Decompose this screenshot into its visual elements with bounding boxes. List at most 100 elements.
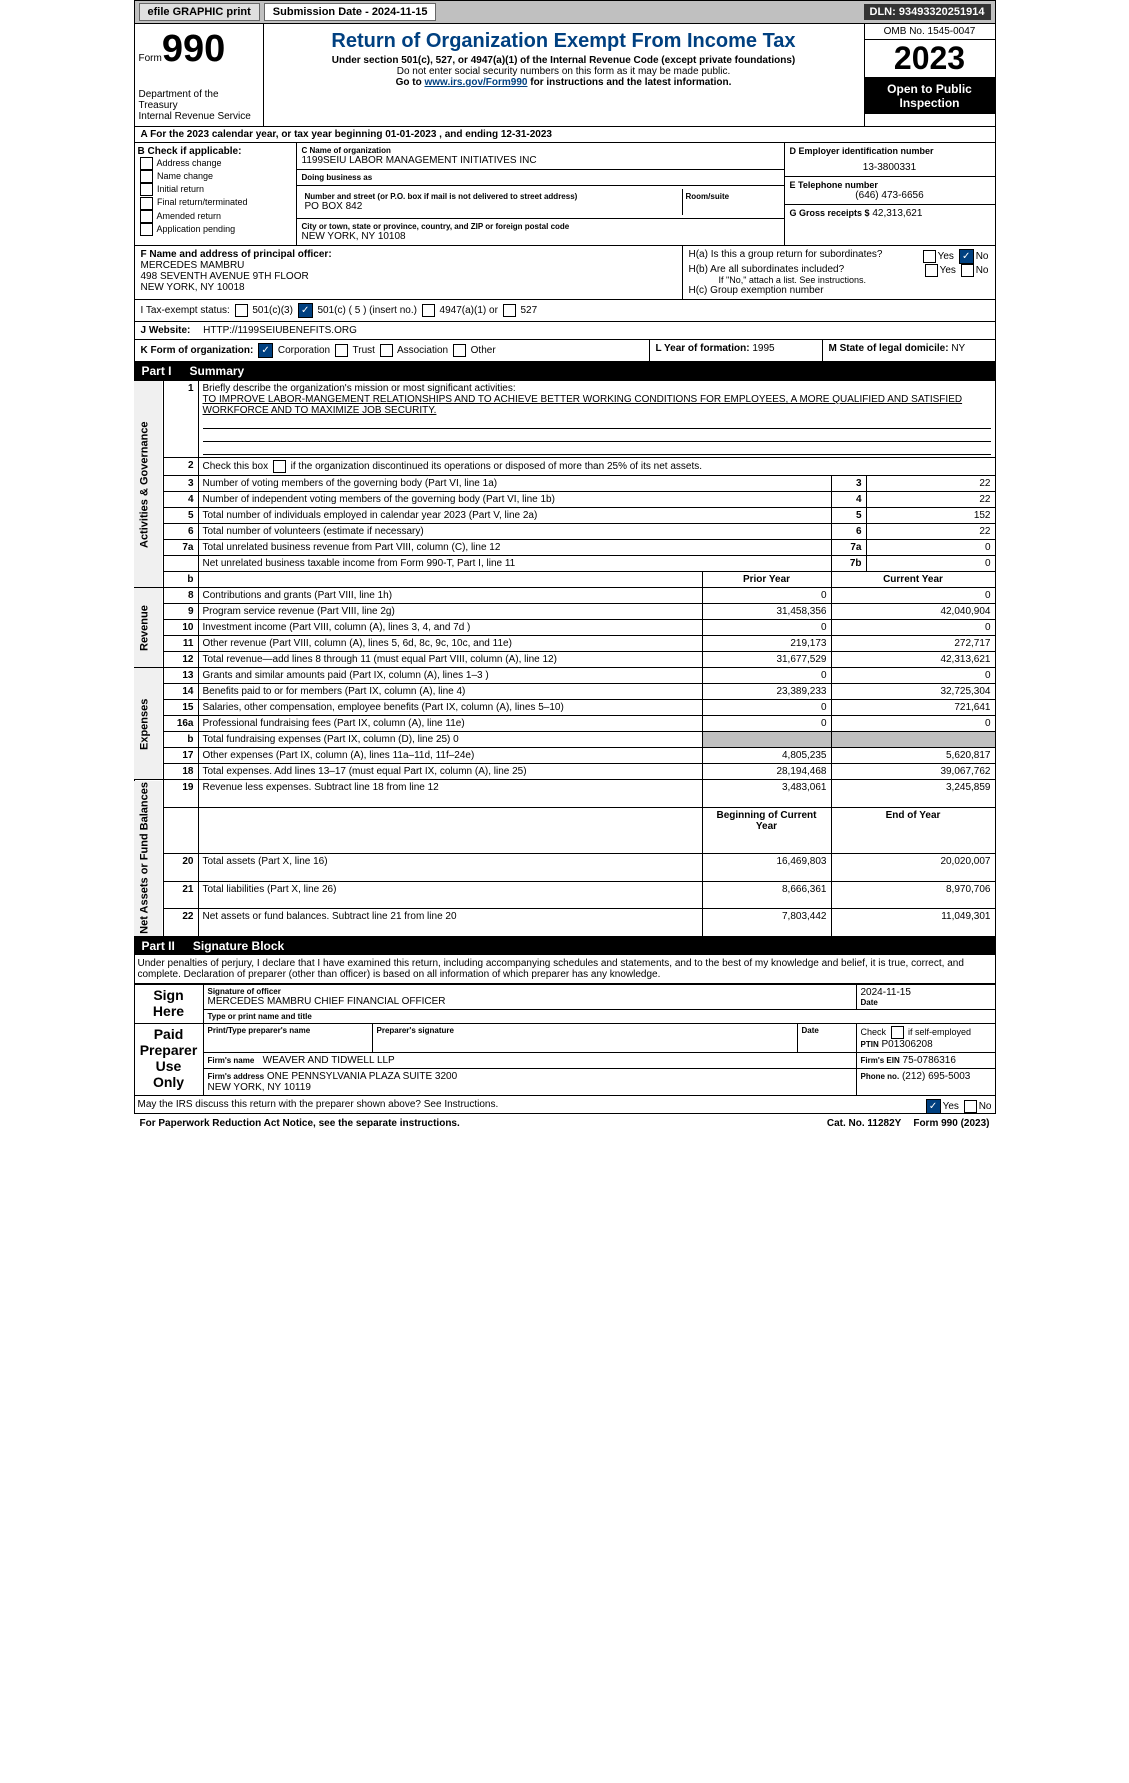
ptin: P01306208 bbox=[882, 1039, 933, 1050]
ha-no[interactable]: ✓ bbox=[959, 249, 974, 264]
discuss-yes[interactable]: ✓ bbox=[926, 1099, 941, 1114]
section-j: J Website: HTTP://1199SEIUBENEFITS.ORG bbox=[134, 322, 996, 340]
perjury-statement: Under penalties of perjury, I declare th… bbox=[134, 955, 996, 984]
v4: 22 bbox=[866, 492, 995, 508]
ha-yes[interactable] bbox=[923, 250, 936, 263]
l1-label: Briefly describe the organization's miss… bbox=[203, 383, 516, 394]
cb-name-change[interactable]: Name change bbox=[138, 170, 293, 183]
year-formation: 1995 bbox=[752, 343, 774, 354]
dln: DLN: 93493320251914 bbox=[864, 4, 991, 20]
summary-table: Activities & Governance 1 Briefly descri… bbox=[134, 380, 996, 937]
l13: Grants and similar amounts paid (Part IX… bbox=[198, 668, 702, 684]
tel-label: E Telephone number bbox=[790, 180, 990, 190]
cb-address-change[interactable]: Address change bbox=[138, 157, 293, 170]
officer-addr2: NEW YORK, NY 10018 bbox=[141, 282, 676, 293]
sig-date: 2024-11-15 bbox=[861, 987, 991, 998]
l19: Revenue less expenses. Subtract line 18 … bbox=[198, 780, 702, 808]
cb-self-emp[interactable] bbox=[891, 1026, 904, 1039]
cb-527[interactable] bbox=[503, 304, 516, 317]
cb-501c[interactable]: ✓ bbox=[298, 303, 313, 318]
ein-label: D Employer identification number bbox=[790, 146, 990, 156]
cb-final-return[interactable]: Final return/terminated bbox=[138, 196, 293, 209]
l1-text: TO IMPROVE LABOR-MANGEMENT RELATIONSHIPS… bbox=[203, 394, 963, 416]
prior-hdr: Prior Year bbox=[702, 572, 831, 588]
v7b: 0 bbox=[866, 556, 995, 572]
efile-print-button[interactable]: efile GRAPHIC print bbox=[139, 3, 260, 21]
discuss-no[interactable] bbox=[964, 1100, 977, 1113]
l12: Total revenue—add lines 8 through 11 (mu… bbox=[198, 652, 702, 668]
l16a: Professional fundraising fees (Part IX, … bbox=[198, 716, 702, 732]
l7b: Net unrelated business taxable income fr… bbox=[198, 556, 831, 572]
part-ii-header: Part IISignature Block bbox=[134, 937, 996, 955]
l3: Number of voting members of the governin… bbox=[198, 476, 831, 492]
side-revenue: Revenue bbox=[134, 588, 163, 668]
v5: 152 bbox=[866, 508, 995, 524]
org-name-label: C Name of organization bbox=[302, 146, 779, 155]
city-label: City or town, state or province, country… bbox=[302, 222, 779, 231]
section-k-l-m: K Form of organization: ✓ Corporation Tr… bbox=[134, 340, 996, 362]
open-public: Open to Public Inspection bbox=[865, 78, 995, 114]
firm-ein: 75-0786316 bbox=[903, 1055, 956, 1066]
top-toolbar: efile GRAPHIC print Submission Date - 20… bbox=[134, 0, 996, 24]
sign-here: Sign Here bbox=[134, 984, 203, 1023]
v7a: 0 bbox=[866, 540, 995, 556]
hb-yes[interactable] bbox=[925, 264, 938, 277]
gross: 42,313,621 bbox=[872, 208, 922, 219]
curr-hdr: Current Year bbox=[831, 572, 995, 588]
submission-date: Submission Date - 2024-11-15 bbox=[264, 3, 437, 21]
bcy-hdr: Beginning of Current Year bbox=[702, 807, 831, 854]
l14: Benefits paid to or for members (Part IX… bbox=[198, 684, 702, 700]
form-number: Form990 bbox=[139, 28, 259, 71]
v6: 22 bbox=[866, 524, 995, 540]
l4: Number of independent voting members of … bbox=[198, 492, 831, 508]
l16b: Total fundraising expenses (Part IX, col… bbox=[198, 732, 702, 748]
cb-initial-return[interactable]: Initial return bbox=[138, 183, 293, 196]
section-b-c-d: B Check if applicable: Address change Na… bbox=[134, 143, 996, 246]
form-title: Return of Organization Exempt From Incom… bbox=[268, 30, 860, 53]
col-b-checkboxes: B Check if applicable: Address change Na… bbox=[135, 143, 297, 245]
cb-trust[interactable] bbox=[335, 344, 348, 357]
v3: 22 bbox=[866, 476, 995, 492]
officer-label: F Name and address of principal officer: bbox=[141, 249, 332, 260]
officer-name: MERCEDES MAMBRU bbox=[141, 260, 676, 271]
dept-treasury: Department of the Treasury Internal Reve… bbox=[139, 89, 259, 122]
col-d-e-g: D Employer identification number 13-3800… bbox=[784, 143, 995, 245]
l11: Other revenue (Part VIII, column (A), li… bbox=[198, 636, 702, 652]
cb-4947[interactable] bbox=[422, 304, 435, 317]
website-url[interactable]: HTTP://1199SEIUBENEFITS.ORG bbox=[203, 325, 357, 336]
addr-label: Number and street (or P.O. box if mail i… bbox=[305, 192, 679, 201]
hb-no[interactable] bbox=[961, 264, 974, 277]
cb-l2[interactable] bbox=[273, 460, 286, 473]
side-expenses: Expenses bbox=[134, 668, 163, 780]
ssn-note: Do not enter social security numbers on … bbox=[268, 66, 860, 77]
l17: Other expenses (Part IX, column (A), lin… bbox=[198, 748, 702, 764]
tax-year-range: A For the 2023 calendar year, or tax yea… bbox=[135, 127, 558, 142]
ein: 13-3800331 bbox=[790, 156, 990, 173]
cb-501c3[interactable] bbox=[235, 304, 248, 317]
h-b: H(b) Are all subordinates included? Yes … bbox=[689, 264, 989, 275]
officer-addr1: 498 SEVENTH AVENUE 9TH FLOOR bbox=[141, 271, 676, 282]
pra-notice: For Paperwork Reduction Act Notice, see … bbox=[134, 1116, 821, 1131]
part-i-header: Part ISummary bbox=[134, 362, 996, 380]
l18: Total expenses. Add lines 13–17 (must eq… bbox=[198, 764, 702, 780]
gross-label: G Gross receipts $ bbox=[790, 208, 870, 218]
footer: For Paperwork Reduction Act Notice, see … bbox=[134, 1114, 996, 1133]
section-f-h: F Name and address of principal officer:… bbox=[134, 246, 996, 300]
cb-assoc[interactable] bbox=[380, 344, 393, 357]
cb-amended[interactable]: Amended return bbox=[138, 210, 293, 223]
cat-no: Cat. No. 11282Y bbox=[821, 1116, 907, 1131]
irs-link[interactable]: www.irs.gov/Form990 bbox=[424, 77, 527, 88]
cb-application[interactable]: Application pending bbox=[138, 223, 293, 236]
signature-table: Sign Here Signature of officerMERCEDES M… bbox=[134, 984, 996, 1096]
l20: Total assets (Part X, line 16) bbox=[198, 854, 702, 882]
cb-corp[interactable]: ✓ bbox=[258, 343, 273, 358]
l2: Check this box if the organization disco… bbox=[198, 458, 995, 476]
l15: Salaries, other compensation, employee b… bbox=[198, 700, 702, 716]
side-activities: Activities & Governance bbox=[134, 381, 163, 588]
firm-addr: ONE PENNSYLVANIA PLAZA SUITE 3200 bbox=[267, 1071, 457, 1082]
cb-other[interactable] bbox=[453, 344, 466, 357]
dba-label: Doing business as bbox=[302, 173, 779, 182]
goto-note: Go to www.irs.gov/Form990 for instructio… bbox=[268, 77, 860, 88]
addr: PO BOX 842 bbox=[305, 201, 679, 212]
org-name: 1199SEIU LABOR MANAGEMENT INITIATIVES IN… bbox=[302, 155, 779, 166]
